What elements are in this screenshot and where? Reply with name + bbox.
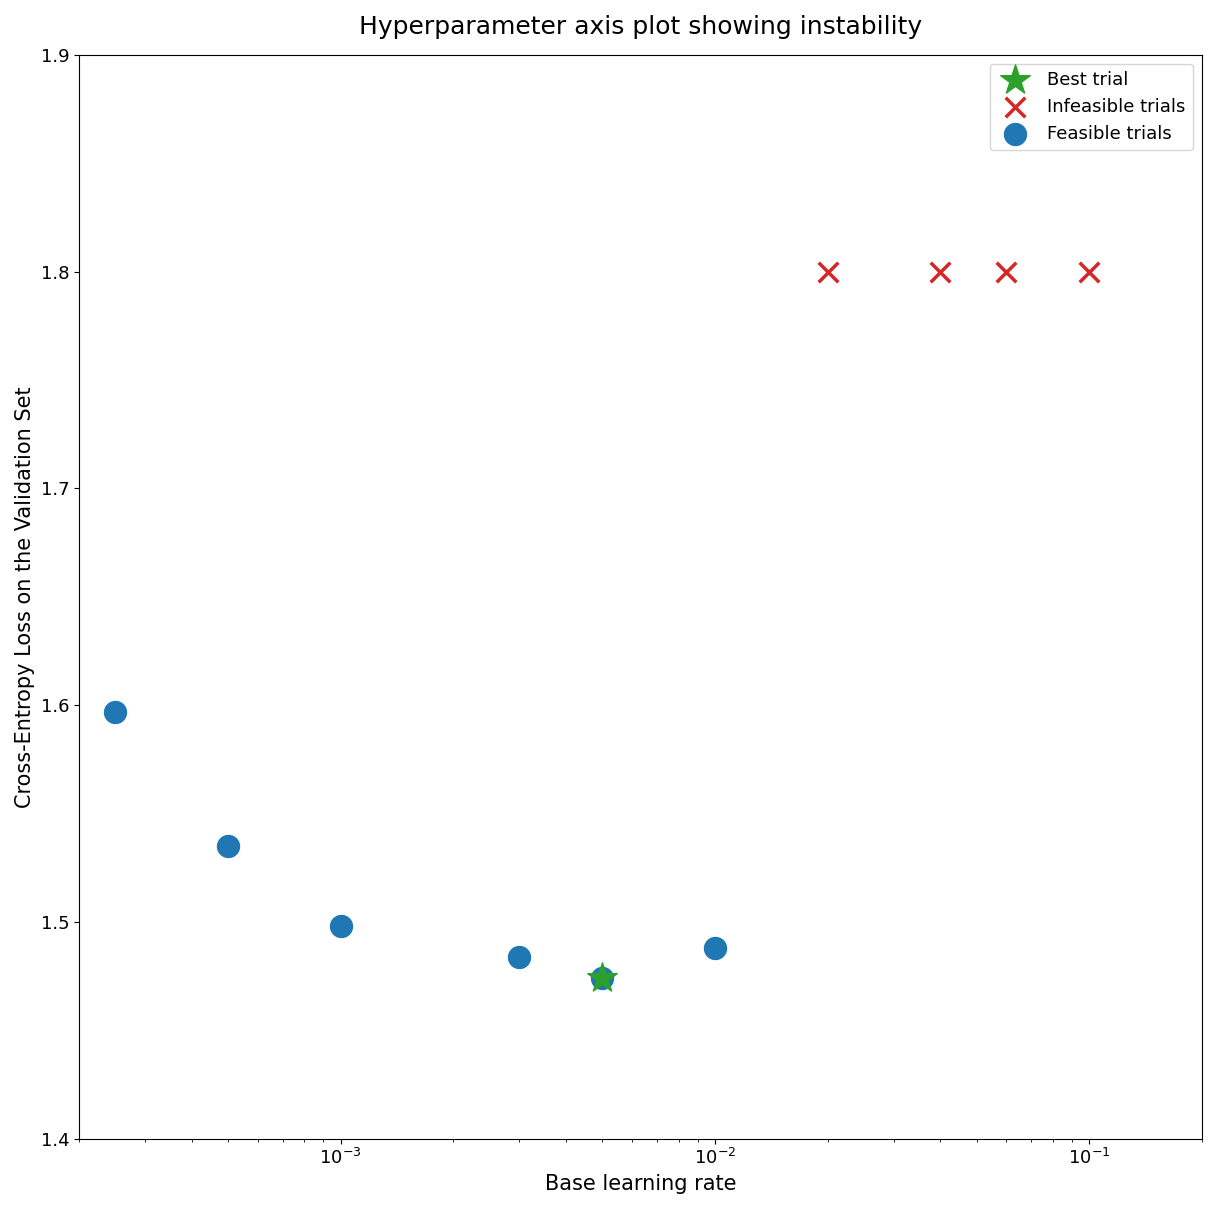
X-axis label: Base learning rate: Base learning rate <box>545 1174 736 1194</box>
Infeasible trials <box>1079 262 1099 282</box>
Title: Hyperparameter axis plot showing instability: Hyperparameter axis plot showing instabi… <box>359 15 922 39</box>
Infeasible trials <box>818 262 837 282</box>
Feasible trials <box>106 702 125 722</box>
Feasible trials <box>331 916 350 936</box>
Infeasible trials <box>931 262 950 282</box>
Best trial <box>593 968 612 988</box>
Feasible trials <box>510 947 529 966</box>
Feasible trials <box>705 938 724 958</box>
Feasible trials <box>218 837 237 856</box>
Y-axis label: Cross-Entropy Loss on the Validation Set: Cross-Entropy Loss on the Validation Set <box>15 386 35 808</box>
Legend: Best trial, Infeasible trials, Feasible trials: Best trial, Infeasible trials, Feasible … <box>989 64 1193 150</box>
Feasible trials <box>593 968 612 988</box>
Infeasible trials <box>997 262 1016 282</box>
